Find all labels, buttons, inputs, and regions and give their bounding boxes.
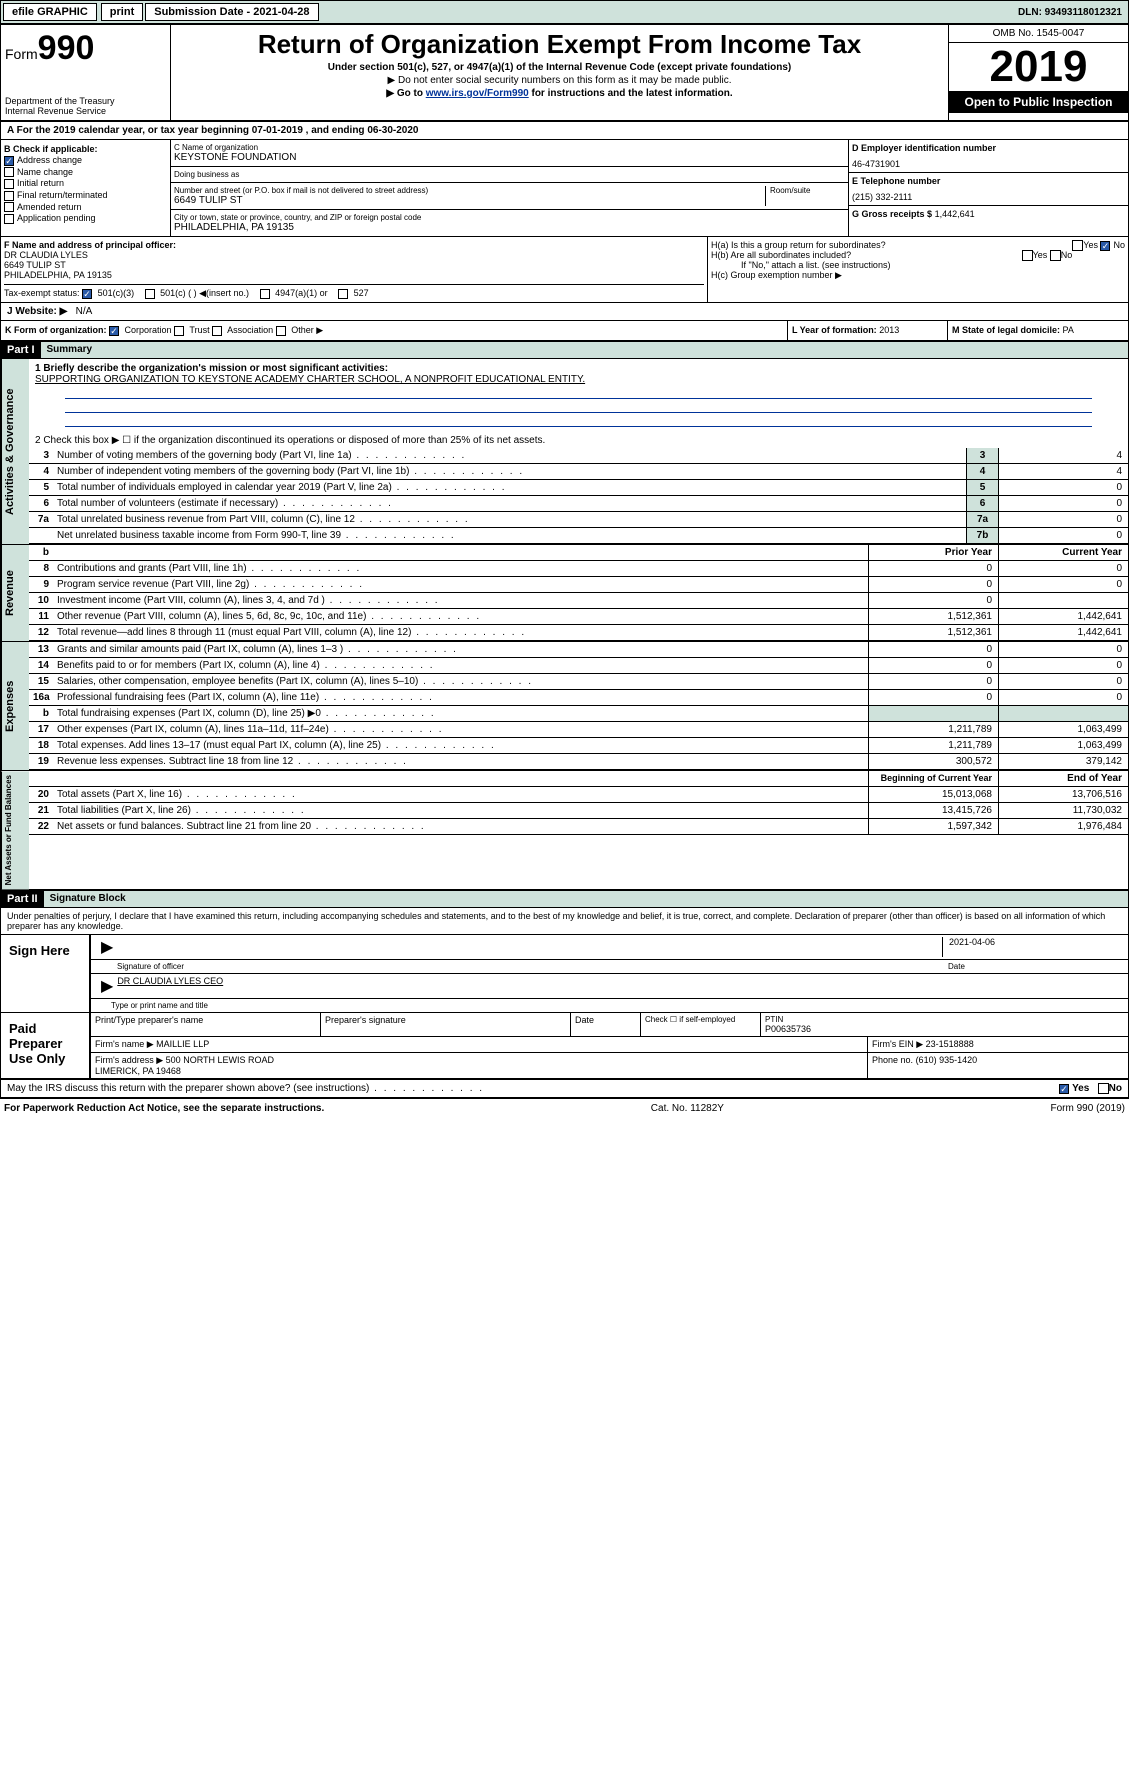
ptin: P00635736 <box>765 1024 1124 1034</box>
chk-527[interactable] <box>338 289 348 299</box>
tax-year: 2019 <box>949 43 1128 91</box>
subtitle-2: ▶ Do not enter social security numbers o… <box>179 75 940 86</box>
firm-ein: 23-1518888 <box>926 1039 974 1049</box>
org-city: PHILADELPHIA, PA 19135 <box>174 222 845 233</box>
chk-address-change[interactable] <box>4 156 14 166</box>
print-btn[interactable]: print <box>101 3 143 21</box>
firm-phone: (610) 935-1420 <box>916 1055 978 1065</box>
subtitle-1: Under section 501(c), 527, or 4947(a)(1)… <box>179 62 940 73</box>
submission-date: Submission Date - 2021-04-28 <box>145 3 318 21</box>
chk-4947[interactable] <box>260 289 270 299</box>
perjury-text: Under penalties of perjury, I declare th… <box>0 908 1129 934</box>
state-domicile: PA <box>1063 325 1074 335</box>
ha-no[interactable] <box>1100 241 1110 251</box>
chk-assoc[interactable] <box>212 326 222 336</box>
open-inspection: Open to Public Inspection <box>949 91 1128 113</box>
telephone: (215) 332-2111 <box>852 192 1125 202</box>
part2-label: Part II <box>1 891 44 907</box>
col-b-checkboxes: B Check if applicable: Address change Na… <box>1 140 171 236</box>
dln: DLN: 93493118012321 <box>1012 5 1128 20</box>
omb-number: OMB No. 1545-0047 <box>949 25 1128 43</box>
subtitle-3: ▶ Go to www.irs.gov/Form990 for instruct… <box>179 88 940 99</box>
footer-left: For Paperwork Reduction Act Notice, see … <box>4 1103 324 1114</box>
year-formation: 2013 <box>879 325 899 335</box>
chk-name-change[interactable] <box>4 167 14 177</box>
discuss-no[interactable] <box>1098 1083 1109 1094</box>
gross-receipts: 1,442,641 <box>935 209 975 219</box>
org-name: KEYSTONE FOUNDATION <box>174 152 845 163</box>
discuss-row: May the IRS discuss this return with the… <box>0 1080 1129 1098</box>
col-c-org: C Name of organizationKEYSTONE FOUNDATIO… <box>171 140 848 236</box>
dept-label: Department of the Treasury Internal Reve… <box>5 96 166 116</box>
col-d-ein: D Employer identification number46-47319… <box>848 140 1128 236</box>
line2: 2 Check this box ▶ ☐ if the organization… <box>29 433 1128 448</box>
website: N/A <box>76 306 93 317</box>
footer-mid: Cat. No. 11282Y <box>651 1103 724 1114</box>
hb-no[interactable] <box>1050 250 1061 261</box>
vtab-revenue: Revenue <box>1 545 29 641</box>
ein: 46-4731901 <box>852 159 1125 169</box>
officer-name: DR CLAUDIA LYLES CEO <box>117 976 223 996</box>
row-a-period: A For the 2019 calendar year, or tax yea… <box>0 121 1129 140</box>
chk-other[interactable] <box>276 326 286 336</box>
vtab-governance: Activities & Governance <box>1 359 29 544</box>
arrow-icon: ▶ <box>97 976 117 996</box>
efile-btn[interactable]: efile GRAPHIC <box>3 3 97 21</box>
chk-amended[interactable] <box>4 202 14 212</box>
chk-initial[interactable] <box>4 179 14 189</box>
form-header: Form990 Department of the Treasury Inter… <box>0 24 1129 121</box>
irs-link[interactable]: www.irs.gov/Form990 <box>426 88 529 99</box>
arrow-icon: ▶ <box>97 937 117 957</box>
chk-corp[interactable] <box>109 326 119 336</box>
form-number: Form990 <box>5 29 166 68</box>
chk-trust[interactable] <box>174 326 184 336</box>
part1-title: Summary <box>41 342 1128 358</box>
part2-title: Signature Block <box>44 891 1128 907</box>
chk-pending[interactable] <box>4 214 14 224</box>
discuss-yes[interactable] <box>1059 1084 1069 1094</box>
org-address: 6649 TULIP ST <box>174 195 765 206</box>
paid-preparer-label: Paid Preparer Use Only <box>1 1013 91 1078</box>
sign-here-label: Sign Here <box>1 935 91 1012</box>
vtab-net: Net Assets or Fund Balances <box>1 771 29 889</box>
part1-label: Part I <box>1 342 41 358</box>
principal-officer: DR CLAUDIA LYLES 6649 TULIP ST PHILADELP… <box>4 250 704 280</box>
form-title: Return of Organization Exempt From Incom… <box>179 29 940 60</box>
chk-501c3[interactable] <box>82 289 92 299</box>
vtab-expenses: Expenses <box>1 642 29 770</box>
hb-yes[interactable] <box>1022 250 1033 261</box>
mission: SUPPORTING ORGANIZATION TO KEYSTONE ACAD… <box>35 374 585 385</box>
footer-right: Form 990 (2019) <box>1051 1103 1125 1114</box>
chk-final[interactable] <box>4 191 14 201</box>
sign-date: 2021-04-06 <box>949 937 995 947</box>
top-bar: efile GRAPHIC print Submission Date - 20… <box>0 0 1129 24</box>
ha-yes[interactable] <box>1072 240 1083 251</box>
chk-501c[interactable] <box>145 289 155 299</box>
firm-name: MAILLIE LLP <box>156 1039 209 1049</box>
